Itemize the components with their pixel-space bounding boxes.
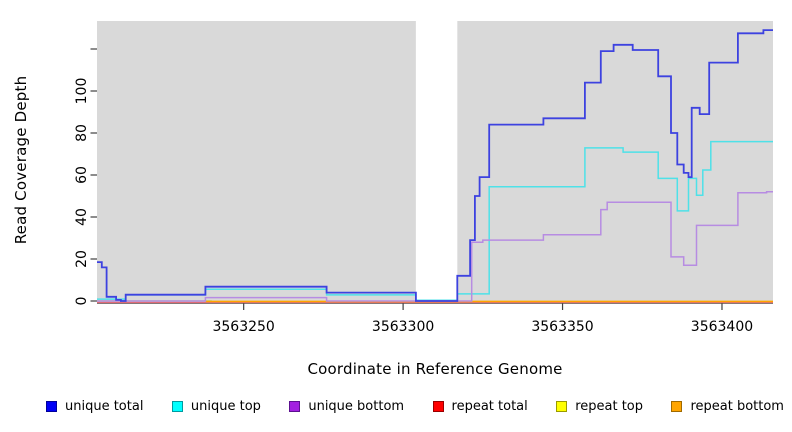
x-tick-label: 3563400	[691, 319, 753, 335]
legend-item-unique-top: unique top	[171, 399, 261, 414]
legend-swatch-icon	[289, 401, 301, 412]
legend-label: unique top	[190, 399, 261, 414]
legend-swatch-icon	[671, 401, 683, 412]
legend-item-repeat-total: repeat total	[432, 399, 528, 414]
legend-item-repeat-bottom: repeat bottom	[671, 399, 784, 414]
x-tick-label: 3563300	[372, 319, 434, 335]
legend-swatch-icon	[46, 401, 57, 412]
legend-label: repeat top	[575, 399, 643, 414]
y-tick-label: 100	[74, 78, 90, 105]
series-unique-bottom	[97, 191, 773, 302]
legend-swatch-icon	[432, 401, 444, 412]
legend-item-unique-bottom: unique bottom	[289, 399, 404, 414]
y-tick-label: 0	[74, 297, 90, 306]
y-tick-label: 40	[74, 208, 90, 226]
legend-swatch-icon	[556, 401, 568, 412]
x-tick-label: 3563250	[212, 319, 274, 335]
legend-swatch-icon	[171, 401, 183, 412]
legend-item-unique-total: unique total	[46, 399, 143, 414]
y-axis-title: Read Coverage Depth	[12, 75, 30, 245]
legend-label: unique total	[65, 399, 144, 414]
legend-label: repeat total	[451, 399, 528, 414]
legend-label: repeat bottom	[690, 399, 784, 414]
legend-label: unique bottom	[308, 399, 405, 414]
y-tick-label: 20	[74, 250, 90, 268]
y-tick-label: 60	[74, 166, 90, 184]
x-tick-label: 3563350	[531, 319, 593, 335]
series-unique-total	[97, 29, 773, 302]
series-unique-top	[97, 140, 773, 301]
x-axis-title: Coordinate in Reference Genome	[307, 360, 563, 378]
legend-item-repeat-top: repeat top	[556, 399, 643, 414]
legend: unique total unique top unique bottom repea…	[46, 399, 784, 414]
coverage-gap-region	[415, 21, 458, 302]
y-tick-label: 80	[74, 124, 90, 142]
